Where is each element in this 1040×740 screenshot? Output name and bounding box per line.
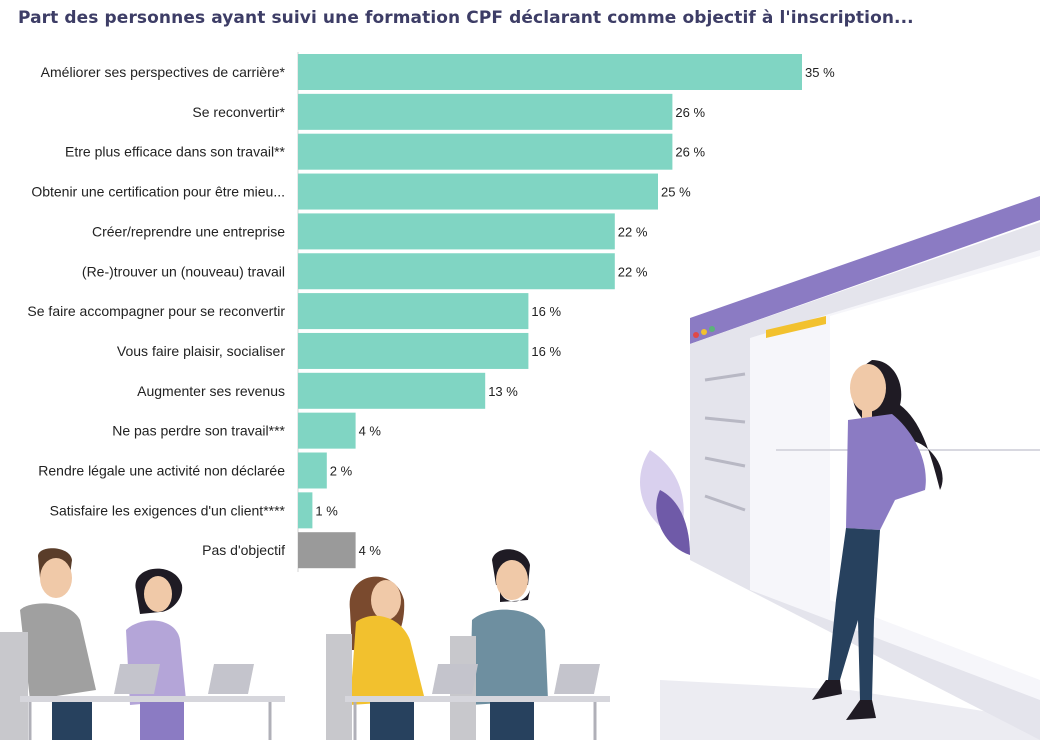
value-label: 25 % — [661, 185, 691, 200]
category-label: Créer/reprendre une entreprise — [92, 223, 285, 239]
category-label: Obtenir une certification pour être mieu… — [31, 184, 285, 200]
bar[interactable] — [298, 133, 673, 170]
bar[interactable] — [298, 492, 313, 529]
category-label: Se reconvertir* — [192, 104, 285, 120]
window-dot-red — [693, 332, 699, 338]
category-label: Satisfaire les exigences d'un client**** — [50, 502, 286, 518]
bar[interactable] — [298, 54, 802, 90]
standing-woman — [812, 360, 943, 720]
category-label: Ne pas perdre son travail*** — [112, 423, 285, 439]
seated-woman-yellow — [326, 576, 425, 740]
floor-shadow — [660, 680, 1040, 740]
desk-left — [20, 664, 285, 740]
bar[interactable] — [298, 173, 658, 210]
chart-title: Part des personnes ayant suivi une forma… — [18, 8, 914, 28]
bar[interactable] — [298, 372, 486, 409]
category-label: Vous faire plaisir, socialiser — [117, 343, 285, 359]
value-label: 4 % — [359, 424, 382, 439]
desk-right — [345, 664, 610, 740]
board-list-lines — [704, 372, 746, 512]
category-label: (Re-)trouver un (nouveau) travail — [82, 263, 285, 279]
board-top-stripe — [690, 196, 1040, 344]
value-label: 22 % — [618, 224, 648, 239]
value-label: 1 % — [315, 503, 338, 518]
bar[interactable] — [298, 332, 529, 369]
bar[interactable] — [298, 213, 615, 250]
legs-3 — [370, 702, 414, 740]
bar[interactable] — [298, 532, 356, 569]
legs-4 — [490, 702, 534, 740]
value-label: 26 % — [675, 105, 705, 120]
category-label: Pas d'objectif — [202, 542, 285, 558]
window-dot-green — [709, 326, 715, 332]
legs-1 — [52, 702, 92, 740]
bar[interactable] — [298, 293, 529, 330]
bar[interactable] — [298, 412, 356, 449]
value-label: 2 % — [330, 464, 353, 479]
board-yellow-bar — [766, 316, 826, 338]
value-label: 16 % — [531, 344, 561, 359]
window-dot-yellow — [701, 329, 707, 335]
bar[interactable] — [298, 452, 327, 489]
plant-leaf-dark — [656, 490, 690, 555]
legs-2 — [140, 702, 184, 740]
value-label: 35 % — [805, 65, 835, 80]
category-label: Améliorer ses perspectives de carrière* — [41, 64, 286, 80]
value-label: 16 % — [531, 304, 561, 319]
category-label: Se faire accompagner pour se reconvertir — [27, 303, 285, 319]
category-label: Rendre légale une activité non déclarée — [38, 463, 285, 479]
bar[interactable] — [298, 93, 673, 130]
category-label: Augmenter ses revenus — [137, 383, 285, 399]
bar[interactable] — [298, 253, 615, 290]
value-label: 22 % — [618, 264, 648, 279]
value-label: 26 % — [675, 145, 705, 160]
value-label: 13 % — [488, 384, 518, 399]
seated-man-gray — [0, 548, 96, 740]
category-label: Etre plus efficace dans son travail** — [65, 144, 286, 160]
value-label: 4 % — [359, 543, 382, 558]
